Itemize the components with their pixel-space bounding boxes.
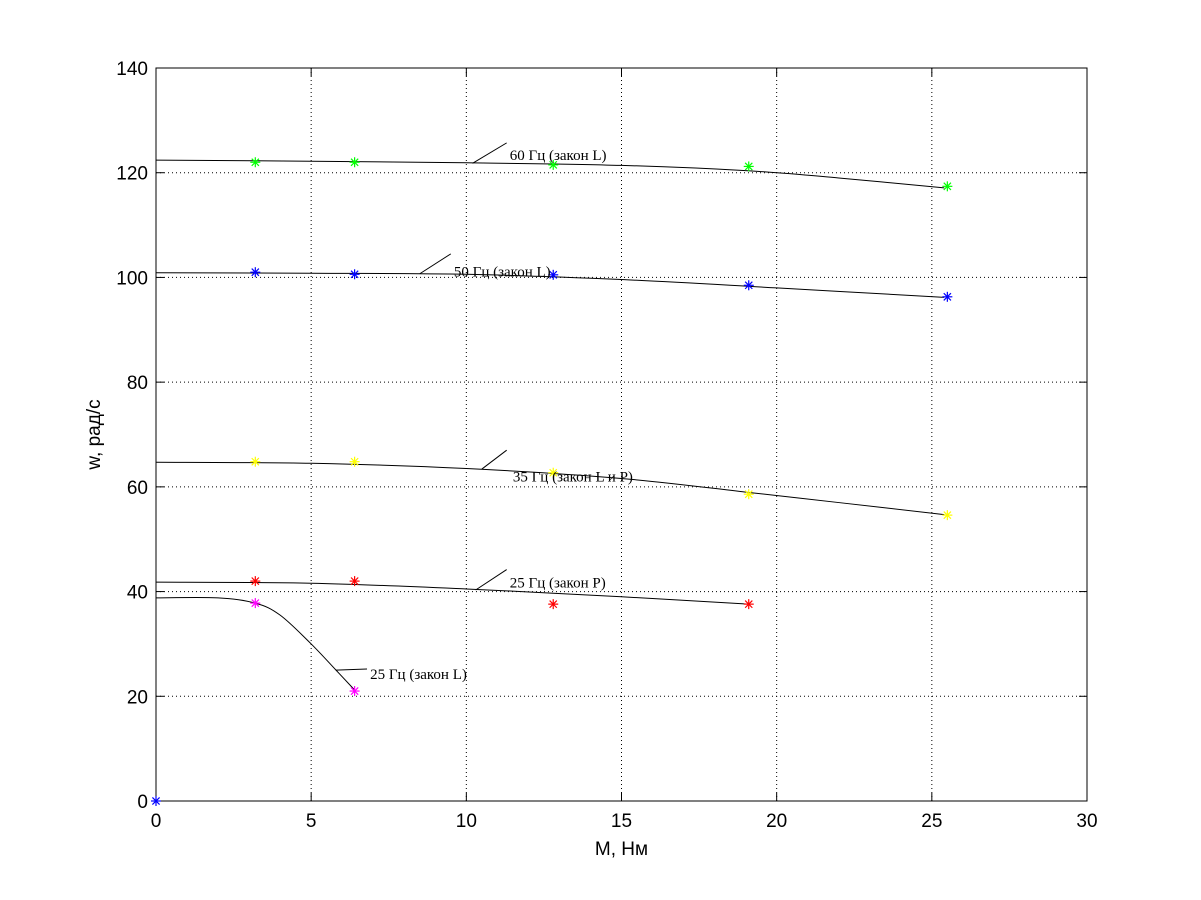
asterisk-marker bbox=[743, 489, 754, 500]
y-tick-label: 40 bbox=[127, 583, 148, 604]
annotation-leader bbox=[475, 569, 507, 591]
marker-stroke bbox=[350, 457, 359, 466]
asterisk-marker bbox=[349, 456, 360, 467]
asterisk-marker bbox=[942, 181, 953, 192]
series-line bbox=[155, 272, 945, 298]
x-tick-label: 30 bbox=[1076, 811, 1097, 832]
asterisk-marker bbox=[548, 159, 559, 170]
marker-stroke bbox=[251, 457, 260, 466]
annotation-leader bbox=[472, 142, 507, 164]
x-tick-label: 5 bbox=[306, 811, 317, 832]
marker-stroke bbox=[549, 600, 558, 609]
asterisk-marker bbox=[349, 269, 360, 280]
y-tick-label: 140 bbox=[116, 59, 148, 80]
marker-stroke bbox=[350, 577, 359, 586]
marker-stroke bbox=[251, 268, 260, 277]
y-tick-label: 60 bbox=[127, 478, 148, 499]
asterisk-marker bbox=[250, 576, 261, 587]
asterisk-marker bbox=[349, 157, 360, 168]
marker-stroke bbox=[350, 687, 359, 696]
x-tick-label: 20 bbox=[766, 811, 787, 832]
marker-stroke bbox=[251, 158, 260, 167]
marker-stroke bbox=[549, 468, 558, 477]
asterisk-marker bbox=[349, 686, 360, 697]
asterisk-marker bbox=[250, 157, 261, 168]
y-axis-label: w, рад/с bbox=[84, 399, 105, 470]
y-tick-label: 120 bbox=[116, 164, 148, 185]
asterisk-marker bbox=[250, 267, 261, 278]
asterisk-marker bbox=[151, 796, 161, 806]
x-tick-label: 15 bbox=[611, 811, 632, 832]
asterisk-marker bbox=[548, 467, 559, 478]
asterisk-marker bbox=[942, 510, 953, 521]
annotation-leader bbox=[419, 253, 452, 275]
x-tick-label: 0 bbox=[151, 811, 162, 832]
annotation-label: 60 Гц (закон L) bbox=[510, 148, 607, 164]
x-tick-label: 10 bbox=[456, 811, 477, 832]
marker-stroke bbox=[943, 182, 952, 191]
annotation-label: 50 Гц (закон L) bbox=[454, 264, 551, 280]
marker-stroke bbox=[350, 158, 359, 167]
series-line bbox=[155, 461, 945, 516]
series-markers bbox=[151, 157, 953, 806]
annotation-label: 25 Гц (закон P) bbox=[510, 575, 606, 591]
annotation-leader bbox=[481, 449, 507, 470]
annotation-label: 35 Гц (закон L и P) bbox=[513, 470, 633, 486]
marker-stroke bbox=[350, 270, 359, 279]
marker-stroke bbox=[251, 577, 260, 586]
series-line bbox=[155, 596, 355, 691]
marker-stroke bbox=[549, 270, 558, 279]
axis-ticks: 0 5 10 15 20 25 30 0 20 40 60 80 100 120 140 bbox=[116, 59, 1097, 832]
x-axis-label: M, Нм bbox=[595, 839, 648, 860]
asterisk-marker bbox=[743, 599, 754, 610]
asterisk-marker bbox=[250, 598, 261, 609]
asterisk-marker bbox=[250, 456, 261, 467]
y-tick-label: 0 bbox=[137, 792, 148, 813]
marker-stroke bbox=[744, 600, 753, 609]
marker-stroke bbox=[744, 490, 753, 499]
asterisk-marker bbox=[349, 576, 360, 587]
asterisk-marker bbox=[548, 269, 559, 280]
annotation-label: 25 Гц (закон L) bbox=[370, 667, 467, 683]
x-tick-label: 25 bbox=[921, 811, 942, 832]
marker-stroke bbox=[549, 160, 558, 169]
annotation-leader bbox=[335, 668, 368, 671]
marker-stroke bbox=[251, 599, 260, 608]
y-tick-label: 20 bbox=[127, 687, 148, 708]
asterisk-marker bbox=[743, 280, 754, 291]
annotations: 60 Гц (закон L) 50 Гц (закон L) 35 Гц (зак… bbox=[335, 142, 633, 683]
marker-stroke bbox=[744, 281, 753, 290]
marker-stroke bbox=[744, 162, 753, 171]
asterisk-marker bbox=[743, 161, 754, 172]
asterisk-marker bbox=[548, 599, 559, 610]
y-tick-label: 100 bbox=[116, 268, 148, 289]
marker-stroke bbox=[943, 292, 952, 301]
marker-stroke bbox=[943, 511, 952, 520]
series-line bbox=[155, 159, 945, 189]
asterisk-marker bbox=[942, 291, 953, 302]
y-tick-label: 80 bbox=[127, 373, 148, 394]
marker-stroke bbox=[151, 796, 161, 806]
